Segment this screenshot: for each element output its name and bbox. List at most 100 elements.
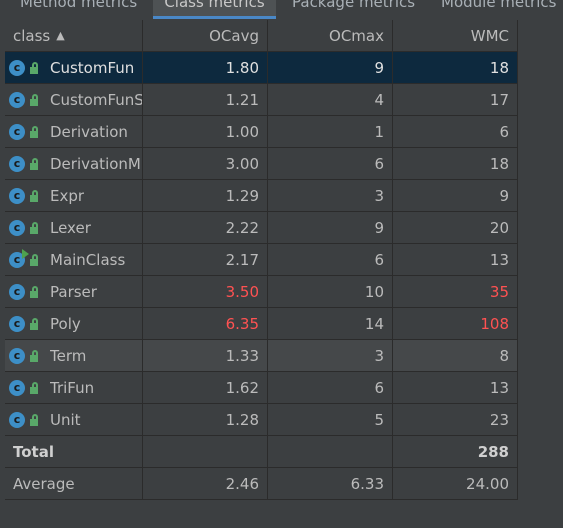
class-metrics-table: class ▲ OCavg OCmax WMC c CustomFun 1.80 …	[5, 20, 518, 500]
ocmax-value: 5	[268, 404, 393, 435]
ocavg-value: 3.50	[143, 276, 268, 307]
class-name: CustomFunSimp	[50, 90, 142, 109]
wmc-value: 18	[393, 52, 518, 83]
ocavg-value: 6.35	[143, 308, 268, 339]
ocmax-value: 9	[268, 52, 393, 83]
column-header-ocmax[interactable]: OCmax	[268, 20, 393, 51]
ocmax-value: 6	[268, 244, 393, 275]
table-row[interactable]: c Poly 6.35 14 108	[5, 308, 518, 340]
unlocked-icon	[29, 317, 39, 330]
class-name: CustomFun	[50, 58, 135, 77]
wmc-value: 17	[393, 84, 518, 115]
table-row[interactable]: c Lexer 2.22 9 20	[5, 212, 518, 244]
table-row[interactable]: c Term 1.33 3 8	[5, 340, 518, 372]
wmc-value: 18	[393, 148, 518, 179]
tab-package-metrics[interactable]: Package metrics	[292, 0, 416, 11]
ocmax-value: 4	[268, 84, 393, 115]
runnable-class-icon: c	[9, 248, 29, 268]
table-row[interactable]: c CustomFun 1.80 9 18	[5, 52, 518, 84]
class-name: Unit	[50, 410, 81, 429]
wmc-value: 8	[393, 340, 518, 371]
class-name: Expr	[50, 186, 85, 205]
average-wmc: 24.00	[393, 468, 518, 499]
unlocked-icon	[29, 413, 39, 426]
average-ocmax: 6.33	[268, 468, 393, 499]
class-name: Poly	[50, 314, 81, 333]
table-header: class ▲ OCavg OCmax WMC	[5, 20, 518, 52]
wmc-value: 35	[393, 276, 518, 307]
sort-ascending-icon: ▲	[56, 29, 65, 42]
table-row[interactable]: c Unit 1.28 5 23	[5, 404, 518, 436]
unlocked-icon	[29, 93, 39, 106]
unlocked-icon	[29, 253, 39, 266]
column-header-ocavg[interactable]: OCavg	[143, 20, 268, 51]
table-row[interactable]: c CustomFunSimp 1.21 4 17	[5, 84, 518, 116]
class-icon: c	[9, 315, 25, 332]
unlocked-icon	[29, 349, 39, 362]
wmc-value: 13	[393, 244, 518, 275]
tab-method-metrics[interactable]: Method metrics	[20, 0, 138, 11]
class-name: TriFun	[50, 378, 95, 397]
class-name: Lexer	[50, 218, 91, 237]
tab-class-metrics[interactable]: Class metrics	[153, 0, 276, 19]
class-icon: c	[9, 187, 25, 204]
tab-module-metrics[interactable]: Module metrics	[441, 0, 557, 11]
table-row[interactable]: c Expr 1.29 3 9	[5, 180, 518, 212]
ocmax-value: 10	[268, 276, 393, 307]
ocavg-value: 1.00	[143, 116, 268, 147]
unlocked-icon	[29, 381, 39, 394]
ocmax-value: 6	[268, 372, 393, 403]
wmc-value: 6	[393, 116, 518, 147]
unlocked-icon	[29, 125, 39, 138]
ocavg-value: 1.62	[143, 372, 268, 403]
class-name: Derivation	[50, 122, 128, 141]
class-icon: c	[9, 347, 25, 364]
metrics-tab-strip: Method metrics Class metrics Package met…	[0, 0, 563, 19]
column-header-class[interactable]: class ▲	[5, 20, 143, 51]
total-label: Total	[5, 436, 143, 467]
average-ocavg: 2.46	[143, 468, 268, 499]
table-row[interactable]: c DerivationMulti 3.00 6 18	[5, 148, 518, 180]
ocavg-value: 1.80	[143, 52, 268, 83]
ocmax-value: 9	[268, 212, 393, 243]
class-icon: c	[9, 379, 25, 396]
class-name: Term	[50, 346, 87, 365]
class-icon: c	[9, 283, 25, 300]
ocavg-value: 1.28	[143, 404, 268, 435]
wmc-value: 13	[393, 372, 518, 403]
ocavg-value: 1.29	[143, 180, 268, 211]
column-header-wmc[interactable]: WMC	[393, 20, 518, 51]
class-name: DerivationMulti	[50, 154, 142, 173]
class-icon: c	[9, 91, 25, 108]
total-ocavg	[143, 436, 268, 467]
ocavg-value: 1.33	[143, 340, 268, 371]
ocavg-value: 1.21	[143, 84, 268, 115]
total-row: Total 288	[5, 436, 518, 468]
unlocked-icon	[29, 61, 39, 74]
ocmax-value: 3	[268, 340, 393, 371]
table-row[interactable]: c MainClass 2.17 6 13	[5, 244, 518, 276]
table-row[interactable]: c Derivation 1.00 1 6	[5, 116, 518, 148]
average-row: Average 2.46 6.33 24.00	[5, 468, 518, 500]
unlocked-icon	[29, 221, 39, 234]
unlocked-icon	[29, 189, 39, 202]
class-icon: c	[9, 59, 25, 76]
wmc-value: 20	[393, 212, 518, 243]
unlocked-icon	[29, 285, 39, 298]
ocavg-value: 2.17	[143, 244, 268, 275]
table-row[interactable]: c Parser 3.50 10 35	[5, 276, 518, 308]
class-icon: c	[9, 123, 25, 140]
wmc-value: 23	[393, 404, 518, 435]
ocmax-value: 6	[268, 148, 393, 179]
table-row[interactable]: c TriFun 1.62 6 13	[5, 372, 518, 404]
total-wmc: 288	[393, 436, 518, 467]
ocmax-value: 3	[268, 180, 393, 211]
total-ocmax	[268, 436, 393, 467]
wmc-value: 108	[393, 308, 518, 339]
ocmax-value: 14	[268, 308, 393, 339]
class-icon: c	[9, 219, 25, 236]
average-label: Average	[5, 468, 143, 499]
ocmax-value: 1	[268, 116, 393, 147]
class-name: Parser	[50, 282, 97, 301]
ocavg-value: 2.22	[143, 212, 268, 243]
